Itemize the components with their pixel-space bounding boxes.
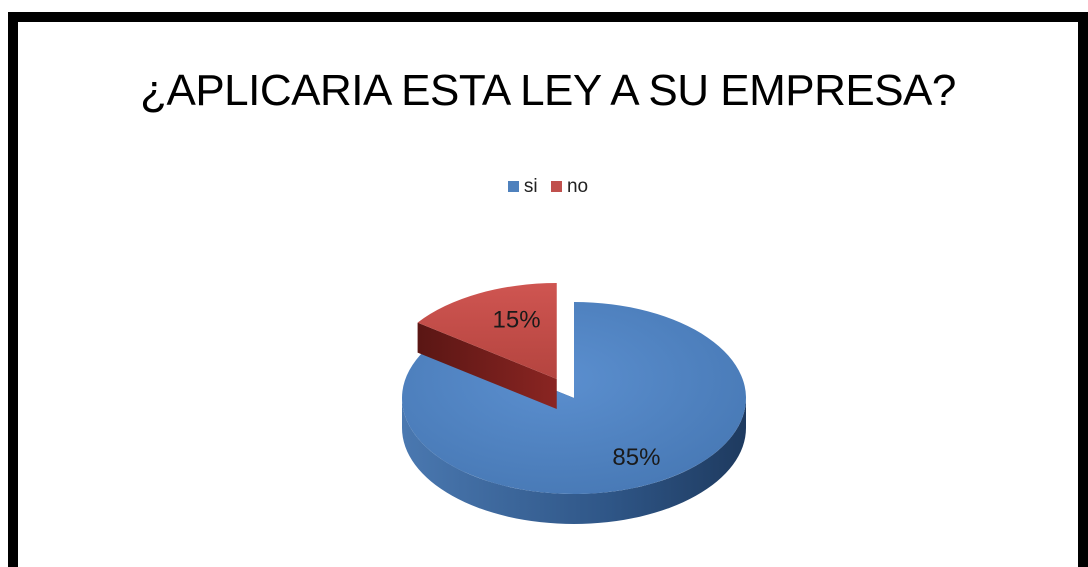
legend: si no	[18, 176, 1078, 198]
legend-item-si: si	[507, 176, 538, 198]
legend-swatch-si	[507, 181, 519, 192]
legend-swatch-no	[550, 181, 562, 192]
legend-item-no: no	[550, 176, 589, 198]
pie-slices	[401, 283, 747, 524]
pie-slice-wall-no-0	[417, 322, 557, 410]
data-label-no: 15%	[493, 306, 541, 333]
pie-slice-top-si	[401, 302, 747, 495]
chart-frame: ¿APLICARIA ESTA LEY A SU EMPRESA? si no	[8, 12, 1088, 567]
legend-label-no: no	[566, 176, 589, 197]
chart-title: ¿APLICARIA ESTA LEY A SU EMPRESA?	[140, 66, 956, 115]
pie-chart: 85% 15%	[401, 283, 747, 524]
data-label-si: 85%	[612, 444, 660, 471]
pie-slice-top-no	[417, 283, 557, 380]
legend-label-si: si	[523, 176, 538, 197]
pie-slice-no	[417, 283, 557, 410]
pie-slice-side-si	[402, 398, 746, 524]
